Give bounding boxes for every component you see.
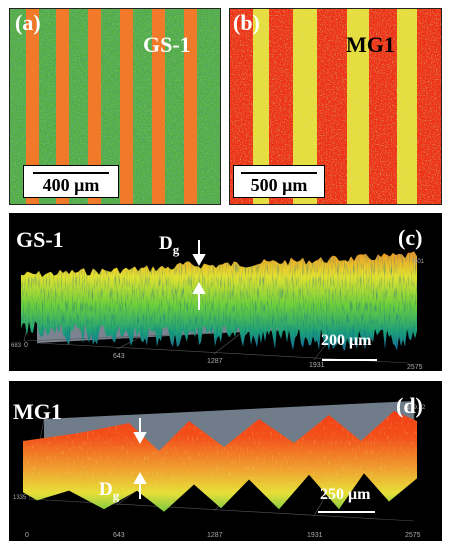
panel-c-gap-sub: g xyxy=(172,241,180,257)
panel-a-tag: (a) xyxy=(15,10,41,35)
panel-d-tick-2: 1287 xyxy=(207,532,223,539)
panel-d-scalebar-label: 250 μm xyxy=(320,486,371,503)
panel-c-ztick-1: 601 xyxy=(414,259,425,265)
panel-d-gap-label: Dg xyxy=(99,479,119,504)
panel-c-gap-main: D xyxy=(159,233,173,254)
panel-b-tag: (b) xyxy=(233,10,260,35)
panel-d-image: 1335 139.72 0 643 1287 1931 2575 xyxy=(13,401,426,539)
panel-a-image xyxy=(9,8,221,205)
panel-a-stripe xyxy=(26,8,39,205)
panel-d-3d-profile: 1335 139.72 0 643 1287 1931 2575 MG1 (d)… xyxy=(9,381,442,541)
panel-a-scalebar-line xyxy=(33,172,109,174)
panel-d-tick-1: 643 xyxy=(113,532,125,539)
panel-c-scalebar-label: 200 μm xyxy=(321,332,372,349)
panel-a-stripe xyxy=(120,8,133,205)
panel-c-3d-profile: 0 643 1287 1931 2575 683 601 GS-1 (c) Dg… xyxy=(9,213,442,371)
panel-a-stripe xyxy=(88,8,101,205)
panel-d-sample-label: MG1 xyxy=(13,399,62,424)
panel-c-tag: (c) xyxy=(398,225,423,250)
panel-a-stripe xyxy=(184,8,197,205)
panel-a-sample-label: GS-1 xyxy=(143,32,191,57)
panel-d-tick-0: 0 xyxy=(25,532,29,539)
panel-c-tick-0: 0 xyxy=(24,342,28,349)
panel-c-sample-label: GS-1 xyxy=(16,227,64,252)
panel-a-stripe xyxy=(152,8,165,205)
panel-b-scalebar-label: 500 μm xyxy=(250,175,308,195)
panel-d-gap-sub: g xyxy=(112,487,120,503)
panel-a-scalebar: 400 μm xyxy=(23,165,119,198)
panel-c-tick-3: 1931 xyxy=(309,362,325,369)
panel-b-scalebar-line xyxy=(241,172,317,174)
panel-c-tick-4: 2575 xyxy=(407,364,423,371)
panel-c-image: 0 643 1287 1931 2575 683 601 xyxy=(11,240,425,371)
panel-d-tick-4: 2575 xyxy=(405,532,421,539)
panel-d-gap-arrows xyxy=(133,418,147,499)
panel-c-ztick-0: 683 xyxy=(11,343,22,349)
panel-d-ztick-1: 139.72 xyxy=(407,405,426,411)
panel-d-tick-3: 1931 xyxy=(307,532,323,539)
panel-a-scalebar-label: 400 μm xyxy=(42,175,100,195)
panel-d-ztick-0: 1335 xyxy=(13,495,27,501)
panel-c-tick-2: 1287 xyxy=(207,358,223,365)
panel-b-micrograph: (b) MG1 500 μm xyxy=(229,8,442,205)
panel-a-micrograph: (a) GS-1 400 μm xyxy=(9,8,221,205)
panel-d-tag: (d) xyxy=(396,393,423,418)
panel-a-stripe xyxy=(56,8,69,205)
panel-b-image xyxy=(229,8,442,205)
panel-b-scalebar: 500 μm xyxy=(233,165,325,198)
panel-c-gap-arrows xyxy=(192,240,206,310)
panel-d-gap-main: D xyxy=(99,479,113,500)
panel-c-tick-1: 643 xyxy=(113,353,125,360)
panel-c-gap-label: Dg xyxy=(159,233,179,258)
panel-b-sample-label: MG1 xyxy=(346,32,395,57)
